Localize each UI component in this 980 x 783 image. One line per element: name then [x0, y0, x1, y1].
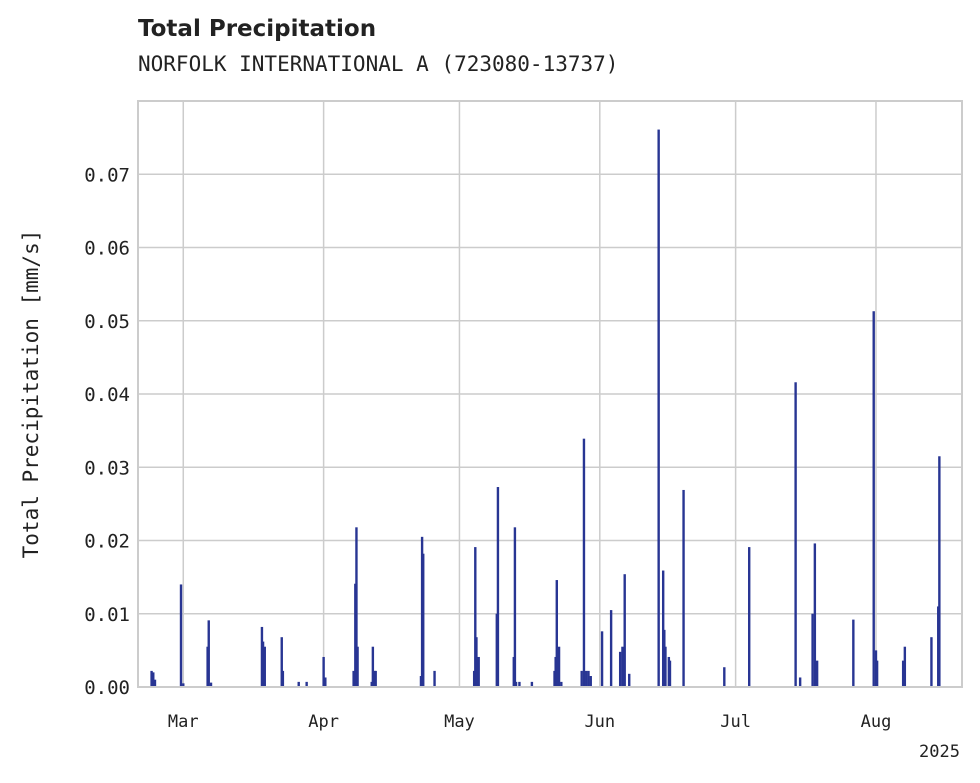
- precipitation-bar: [356, 646, 359, 687]
- x-tick-label: Jul: [720, 712, 751, 732]
- precipitation-bar: [798, 677, 802, 687]
- precipitation-bar: [668, 660, 672, 687]
- y-tick-label: 0.04: [84, 384, 130, 406]
- precipitation-bar: [475, 637, 478, 687]
- x-tick-label: May: [444, 712, 475, 732]
- precipitation-bar: [352, 670, 355, 687]
- x-axis-year-label: 2025: [919, 742, 960, 762]
- precipitation-bar: [587, 670, 590, 687]
- y-tick-label: 0.03: [84, 457, 130, 479]
- precipitation-bar: [618, 651, 622, 687]
- precipitation-bar: [477, 656, 480, 687]
- precipitation-bar: [794, 382, 797, 687]
- precipitation-bar: [657, 129, 660, 687]
- precipitation-bar: [355, 527, 358, 687]
- precipitation-bar: [518, 681, 521, 687]
- y-axis-label: Total Precipitation [mm/s]: [19, 230, 43, 559]
- precipitation-bar: [514, 681, 518, 687]
- precipitation-bar: [280, 637, 283, 687]
- y-axis-ticks: 0.00 0.01 0.02 0.03 0.04 0.05 0.06 0.07: [84, 164, 130, 699]
- precipitation-bar: [207, 620, 210, 687]
- precipitation-bar: [555, 580, 558, 687]
- chart-subtitle: NORFOLK INTERNATIONAL A (723080-13737): [138, 52, 619, 76]
- precipitation-bar: [748, 547, 751, 687]
- precipitation-bar: [600, 631, 604, 687]
- precipitation-bar: [474, 547, 477, 687]
- precipitation-bar: [261, 641, 265, 687]
- precipitation-bar: [305, 681, 308, 687]
- precipitation-bar: [723, 667, 726, 687]
- precipitation-bar: [281, 670, 285, 687]
- x-axis-ticks: Mar Apr May Jun Jul Aug: [168, 712, 891, 732]
- precipitation-bar: [513, 527, 517, 687]
- precipitation-bar: [811, 613, 814, 687]
- grid: [138, 101, 962, 687]
- precipitation-bar: [182, 683, 185, 687]
- precipitation-bar: [209, 682, 213, 687]
- precipitation-bar: [682, 489, 685, 687]
- precipitation-bar: [815, 660, 819, 687]
- precipitation-bar: [585, 670, 588, 687]
- x-tick-label: Jun: [584, 712, 615, 732]
- plot-frame: [137, 100, 963, 688]
- precipitation-bar: [263, 646, 266, 687]
- precipitation-bar: [661, 570, 665, 687]
- precipitation-bar: [623, 574, 626, 687]
- precipitation-bar: [152, 672, 155, 687]
- precipitation-bar: [938, 456, 941, 687]
- precipitation-bar: [557, 646, 561, 687]
- precipitation-bar: [150, 670, 153, 687]
- precipitation-bar: [621, 646, 624, 687]
- y-tick-label: 0.07: [84, 164, 130, 186]
- precipitation-bar: [374, 670, 377, 687]
- y-tick-label: 0.06: [84, 238, 130, 260]
- precipitation-bar: [422, 553, 425, 687]
- precipitation-bar: [582, 438, 586, 687]
- precipitation-bar: [903, 646, 907, 687]
- precipitation-bar: [322, 656, 325, 687]
- chart-title: Total Precipitation: [138, 16, 377, 42]
- precipitation-bar: [530, 681, 534, 687]
- precipitation-bar: [560, 681, 563, 687]
- precipitation-bar: [813, 543, 817, 687]
- precipitation-bar: [875, 660, 879, 687]
- x-tick-label: Mar: [168, 712, 199, 732]
- precipitation-bar: [852, 619, 855, 687]
- precipitation-bar: [901, 660, 905, 687]
- precipitation-bar: [580, 670, 583, 687]
- precipitation-bar: [664, 646, 667, 687]
- precipitation-bar: [628, 673, 631, 687]
- y-tick-label: 0.05: [84, 311, 130, 333]
- precipitation-bar: [589, 676, 592, 687]
- y-tick-label: 0.02: [84, 531, 130, 553]
- precipitation-bar: [496, 487, 500, 687]
- precipitation-bar: [324, 677, 327, 687]
- x-tick-label: Aug: [861, 712, 892, 732]
- precipitation-bar: [179, 584, 183, 687]
- precipitation-bar: [872, 311, 875, 687]
- precipitation-bar: [609, 610, 613, 687]
- precipitation-bar: [433, 670, 436, 687]
- precipitation-bar: [930, 637, 933, 687]
- precipitation-bar: [371, 646, 375, 687]
- precipitation-bar: [153, 679, 157, 687]
- bars: [150, 129, 941, 687]
- x-tick-label: Apr: [308, 712, 339, 732]
- y-tick-label: 0.01: [84, 604, 130, 626]
- y-tick-label: 0.00: [84, 677, 130, 699]
- precipitation-bar: [297, 681, 300, 687]
